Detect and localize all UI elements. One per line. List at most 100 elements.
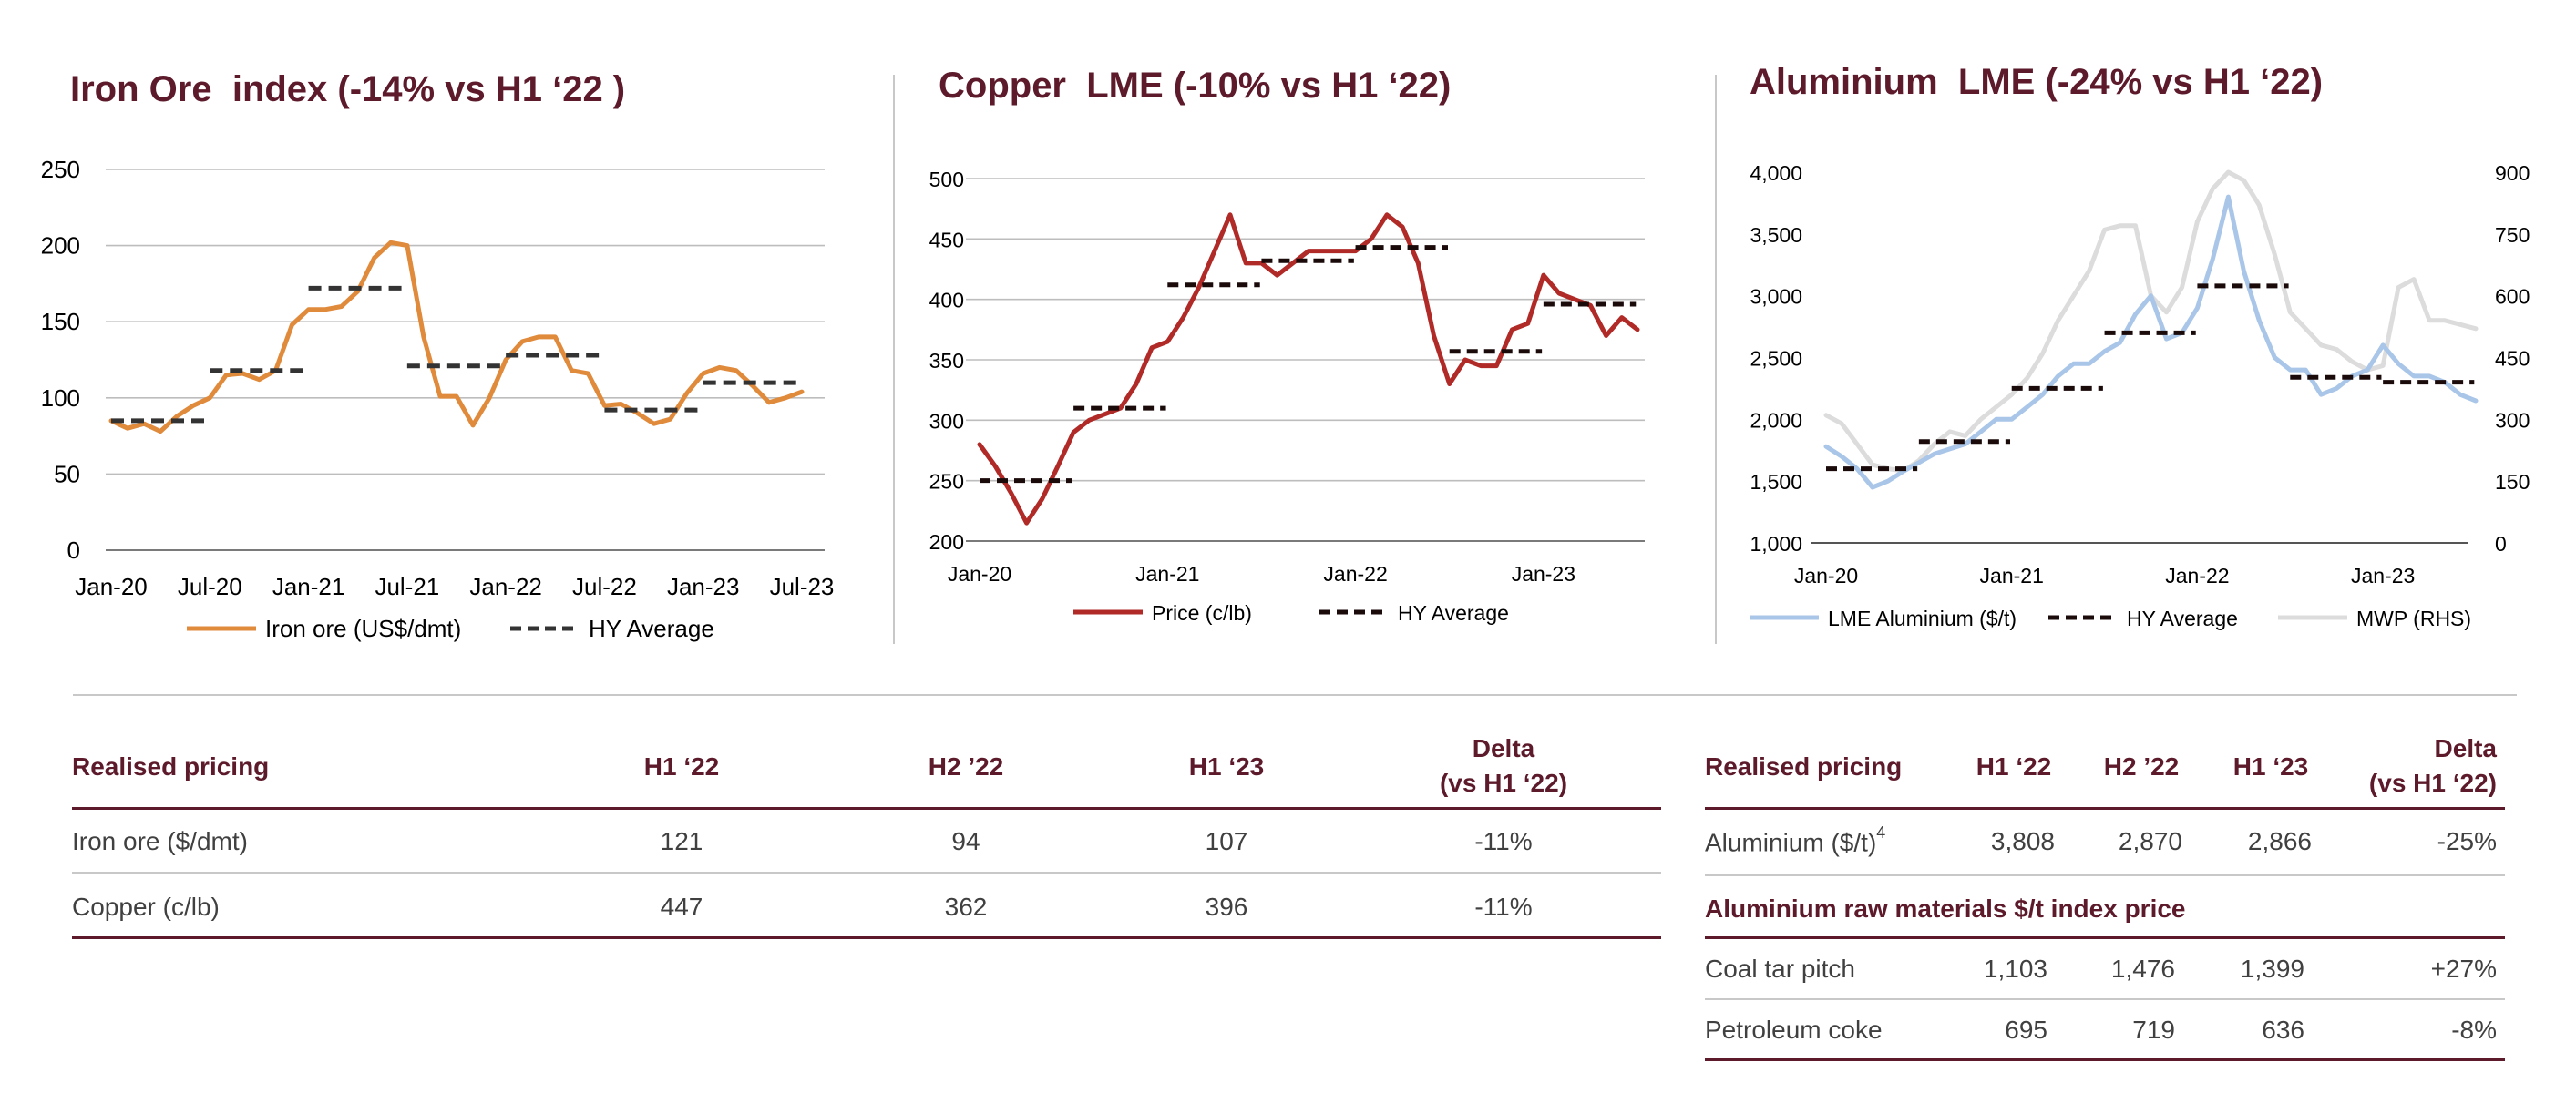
copper-x-tick-label: Jan-21: [1135, 562, 1199, 586]
left-header-delta-sub: (vs H1 ‘22): [1439, 769, 1568, 797]
left-header-label: Realised pricing: [72, 752, 270, 781]
right-header-rule: [1705, 807, 2505, 810]
right-subrow-coke-h1-22: 695: [2005, 1016, 2047, 1044]
aluminium-y-tick-label: 3,000: [1750, 285, 1802, 309]
aluminium-legend-label: HY Average: [2127, 607, 2238, 630]
iron-x-tick-label: Jan-22: [469, 573, 542, 600]
right-row-aluminium-label: Aluminium ($/t)4: [1705, 823, 1885, 857]
copper-y-tick-label: 350: [929, 349, 964, 373]
left-header-rule: [72, 807, 1661, 810]
aluminium-y-tick-label: 1,000: [1750, 532, 1802, 556]
aluminium-title-rest: LME (-24% vs H1 ‘22): [1957, 62, 2324, 102]
iron-y-tick-label: 150: [41, 308, 80, 335]
left-row-copper-h1-23: 396: [1205, 893, 1248, 921]
copper-legend-label: HY Average: [1398, 601, 1509, 625]
section-divider: [73, 694, 2517, 696]
aluminium-y2-tick-label: 750: [2495, 223, 2530, 247]
right-row-aluminium-h1-22: 3,808: [1990, 827, 2055, 855]
iron-series-price: [108, 240, 805, 434]
aluminium-y2-tick-label: 150: [2495, 470, 2530, 494]
left-row-copper-h2-22: 362: [944, 893, 988, 921]
aluminium-chart: 1,000 1,500 2,000 2,500 3,000 3,500 4,000 0 150 3…: [1750, 161, 2530, 630]
commodity-charts: 0 50 100 150 200 250 Jan-20 Jul-20 Jan-21 Jul-21 J…: [41, 156, 2530, 642]
aluminium-legend-label: MWP (RHS): [2356, 607, 2471, 630]
aluminium-y2-tick-label: 900: [2495, 161, 2530, 185]
left-row-iron-h1-22: 121: [660, 827, 703, 855]
iron-y-tick-label: 0: [67, 537, 80, 564]
left-table-bottom-rule: [72, 936, 1661, 939]
right-subrow-pitch-delta: +27%: [2430, 955, 2497, 983]
copper-y-tick-label: 450: [929, 228, 964, 251]
iron-x-tick-label: Jan-23: [667, 573, 740, 600]
aluminium-title: Aluminium LME (-24% vs H1 ‘22): [1750, 62, 2323, 103]
left-header-delta: Delta: [1472, 734, 1535, 762]
right-subheader-rule: [1705, 936, 2505, 939]
left-header-h2-22: H2 ’22: [928, 752, 1004, 781]
right-subrow-pitch-h1-22: 1,103: [1983, 955, 2047, 983]
right-row-rule-1: [1705, 874, 2505, 876]
copper-y-tick-label: 250: [929, 470, 964, 494]
left-header-h1-22: H1 ‘22: [643, 752, 720, 781]
iron-y-tick-label: 250: [41, 156, 80, 183]
aluminium-title-main: Aluminium: [1750, 62, 1938, 102]
aluminium-y-tick-label: 2,000: [1750, 408, 1802, 432]
right-header-delta-sub: (vs H1 ‘22): [2368, 769, 2497, 797]
copper-series-price: [977, 212, 1640, 526]
copper-title: Copper LME (-10% vs H1 ‘22): [939, 66, 1451, 107]
right-row-rule-2: [1705, 998, 2505, 1000]
iron-chart: 0 50 100 150 200 250 Jan-20 Jul-20 Jan-21 Jul-21 J…: [41, 156, 835, 642]
aluminium-y2-tick-label: 300: [2495, 408, 2530, 432]
right-subrow-pitch-h2-22: 1,476: [2110, 955, 2175, 983]
right-subrow-pitch-label: Coal tar pitch: [1705, 955, 1855, 983]
right-subrow-coke-delta: -8%: [2451, 1016, 2497, 1044]
right-row-aluminium-label-text: Aluminium ($/t): [1705, 828, 1877, 857]
aluminium-x-tick-label: Jan-22: [2165, 564, 2229, 588]
iron-ore-title-main: Iron Ore: [70, 69, 212, 109]
iron-x-tick-label: Jul-22: [572, 573, 637, 600]
right-subheader: Aluminium raw materials $/t index price: [1705, 894, 2186, 923]
footnote-marker: 4: [1876, 823, 1886, 842]
right-subrow-coke-h2-22: 719: [2132, 1016, 2175, 1044]
iron-legend-label: Iron ore (US$/dmt): [265, 615, 461, 642]
aluminium-series-mwp: [1823, 169, 2479, 474]
iron-y-tick-label: 100: [41, 384, 80, 412]
iron-x-tick-label: Jul-20: [178, 573, 242, 600]
aluminium-y2-tick-label: 0: [2495, 532, 2507, 556]
aluminium-y-tick-label: 4,000: [1750, 161, 1802, 185]
left-row-copper-h1-22: 447: [660, 893, 703, 921]
right-header-delta: Delta: [2434, 734, 2497, 762]
left-row-iron-label: Iron ore ($/dmt): [72, 827, 248, 855]
copper-title-main: Copper: [939, 66, 1066, 106]
copper-chart: 200 250 300 350 400 450 500 Jan-20 Jan-21 Jan-22 J…: [929, 168, 1645, 625]
aluminium-y-tick-label: 3,500: [1750, 223, 1802, 247]
copper-legend-label: Price (c/lb): [1152, 601, 1252, 625]
iron-x-tick-label: Jul-23: [770, 573, 835, 600]
aluminium-y2-tick-label: 450: [2495, 347, 2530, 371]
copper-y-tick-label: 300: [929, 409, 964, 433]
left-row-iron-h2-22: 94: [951, 827, 980, 855]
left-header-h1-23: H1 ‘23: [1188, 752, 1265, 781]
copper-x-tick-label: Jan-20: [948, 562, 1011, 586]
left-row-iron-h1-23: 107: [1205, 827, 1248, 855]
aluminium-x-tick-label: Jan-20: [1794, 564, 1858, 588]
right-row-aluminium-delta: -25%: [2437, 827, 2497, 855]
aluminium-legend-label: LME Aluminium ($/t): [1828, 607, 2017, 630]
copper-y-tick-label: 500: [929, 168, 964, 191]
left-row-copper-label: Copper (c/lb): [72, 893, 220, 921]
aluminium-x-tick-label: Jan-21: [1980, 564, 2044, 588]
right-row-aluminium-h2-22: 2,870: [2118, 827, 2182, 855]
left-row-copper-delta: -11%: [1474, 893, 1533, 921]
iron-ore-title-rest: index (-14% vs H1 ‘22 ): [231, 69, 626, 109]
iron-legend-label: HY Average: [589, 615, 714, 642]
right-header-label: Realised pricing: [1705, 752, 1903, 781]
aluminium-y-tick-label: 1,500: [1750, 470, 1802, 494]
aluminium-y2-tick-label: 600: [2495, 285, 2530, 309]
copper-x-tick-label: Jan-22: [1323, 562, 1387, 586]
iron-y-tick-label: 200: [41, 232, 80, 260]
aluminium-series-price: [1823, 194, 2479, 490]
iron-x-tick-label: Jan-21: [272, 573, 345, 600]
right-header-h1-23: H1 ‘23: [2232, 752, 2309, 781]
iron-x-tick-label: Jul-21: [375, 573, 439, 600]
right-header-h1-22: H1 ‘22: [1976, 752, 2052, 781]
copper-y-tick-label: 200: [929, 530, 964, 554]
